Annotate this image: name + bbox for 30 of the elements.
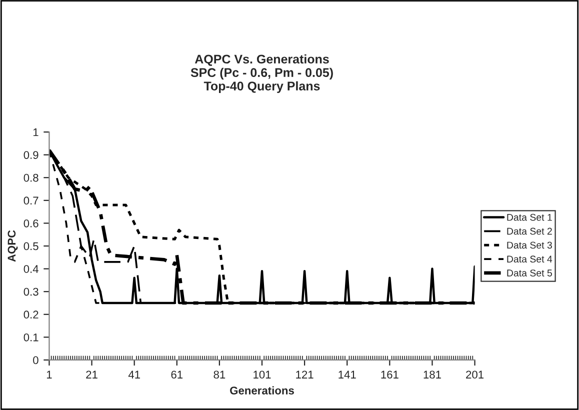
x-tick-label: 61 — [171, 370, 183, 379]
y-tick-label: 0.7 — [24, 196, 38, 205]
y-axis-title: AQPC — [8, 230, 18, 262]
x-tick-label: 1 — [46, 370, 52, 378]
x-tick-label: 41 — [128, 370, 140, 378]
x-tick-label: 141 — [338, 370, 356, 378]
x-axis-title: Generations — [230, 386, 294, 394]
x-tick-label: 121 — [296, 370, 314, 378]
x-tick-label: 161 — [381, 370, 398, 379]
legend-label: Data Set 5 — [507, 270, 552, 276]
y-tick-label: 0.1 — [24, 333, 38, 342]
y-tick-label: 1 — [33, 128, 38, 136]
y-tick-label: 0.2 — [24, 310, 38, 319]
y-tick-label: 0.6 — [24, 219, 38, 228]
legend-label: Data Set 1 — [507, 214, 552, 221]
y-tick-label: 0.4 — [24, 265, 38, 273]
y-tick-label: 0 — [33, 356, 38, 364]
x-tick-label: 21 — [86, 370, 98, 378]
y-tick-label: 0.3 — [24, 288, 38, 296]
x-tick-label: 101 — [254, 370, 271, 379]
x-tick-label: 181 — [424, 370, 441, 379]
chart-title: AQPC Vs. Generations SPC (Pc - 0.6, Pm - 0.05) Top-40 Query Plans — [190, 54, 333, 93]
x-tick-label: 81 — [214, 370, 226, 379]
y-tick-label: 0.8 — [24, 174, 38, 182]
y-tick-label: 0.9 — [24, 151, 38, 159]
x-tick-label: 201 — [466, 370, 484, 379]
legend-label: Data Set 2 — [507, 228, 552, 235]
legend-label: Data Set 3 — [507, 242, 552, 249]
y-tick-label: 0.5 — [24, 242, 38, 250]
legend-label: Data Set 4 — [507, 256, 552, 263]
